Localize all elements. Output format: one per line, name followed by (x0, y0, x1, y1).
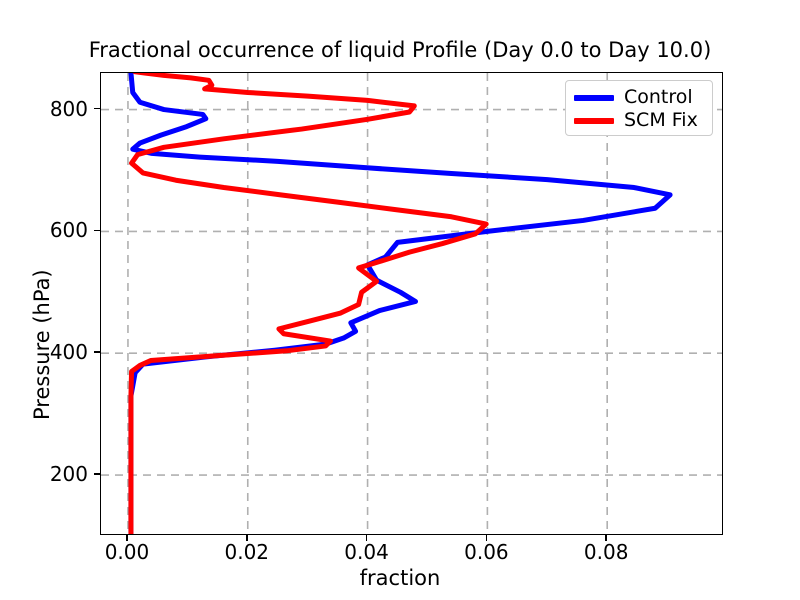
y-axis-label: Pressure (hPa) (30, 269, 54, 420)
x-tick-mark (245, 535, 248, 541)
y-tick-label: 800 (49, 96, 88, 121)
legend-label-scm-fix: SCM Fix (624, 109, 698, 131)
x-tick-label: 0.02 (224, 540, 270, 564)
x-tick-label: 0.00 (104, 540, 150, 564)
gridlines-vertical (127, 73, 608, 534)
y-tick-mark (94, 473, 100, 475)
chart-title: Fractional occurrence of liquid Profile … (88, 38, 712, 62)
legend-item-control: Control (574, 86, 704, 109)
x-tick-mark (126, 535, 128, 541)
data-series-group (128, 73, 673, 534)
x-tick-label: 0.06 (464, 540, 509, 564)
chart-legend: Control SCM Fix (565, 80, 713, 136)
y-tick-label: 600 (49, 218, 88, 243)
x-tick-label: 0.04 (344, 540, 389, 564)
legend-swatch-scm-fix (574, 117, 614, 124)
y-tick-mark (94, 351, 100, 354)
plot-svg (101, 73, 722, 534)
y-tick-label: 400 (49, 340, 88, 365)
x-axis-label: fraction (359, 566, 441, 590)
x-tick-label: 0.08 (583, 540, 629, 564)
legend-label-control: Control (624, 86, 693, 108)
x-tick-mark (485, 535, 488, 541)
y-tick-mark (94, 107, 100, 110)
y-tick-label: 200 (49, 462, 88, 487)
y-tick-mark (94, 229, 100, 232)
x-tick-mark (605, 535, 607, 541)
legend-swatch-control (574, 94, 614, 101)
gridlines-horizontal (101, 108, 722, 476)
plot-area (100, 72, 723, 535)
legend-item-scm-fix: SCM Fix (574, 109, 704, 132)
series-line-scm-fix (128, 73, 489, 534)
x-tick-mark (365, 535, 368, 541)
